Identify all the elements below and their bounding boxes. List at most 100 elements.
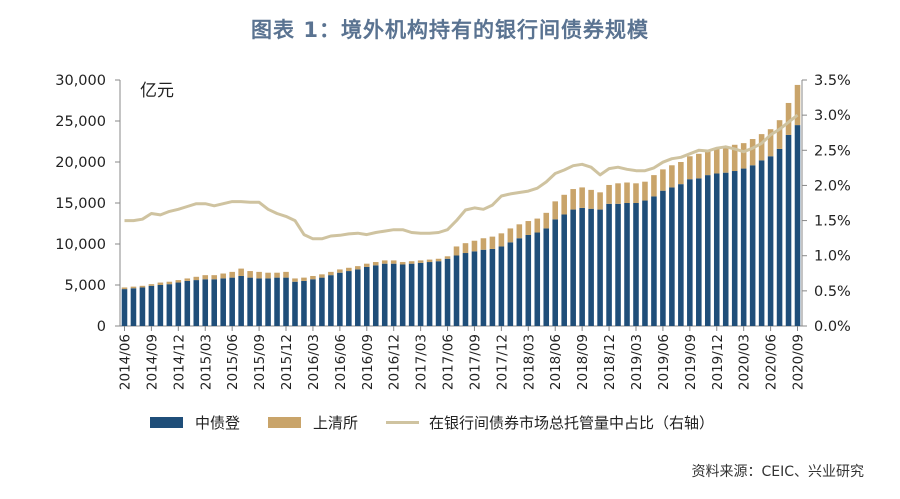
bar-shch bbox=[489, 236, 496, 249]
bar-ccdc bbox=[579, 207, 585, 326]
bar-shch bbox=[148, 284, 155, 286]
bar-shch bbox=[130, 286, 137, 289]
bar-shch bbox=[678, 162, 684, 185]
legend-label-ratio: 在银行间债券市场总托管量中占比（右轴） bbox=[429, 414, 715, 432]
x-tick-label: 2014/06 bbox=[117, 334, 133, 390]
bar-ccdc bbox=[498, 246, 505, 326]
bar-shch bbox=[283, 271, 289, 278]
x-tick-label: 2020/06 bbox=[764, 334, 780, 390]
bar-ccdc bbox=[211, 279, 218, 326]
bar-shch bbox=[417, 260, 424, 263]
y-left-tick-label: 25,000 bbox=[55, 114, 106, 130]
bar-ccdc bbox=[130, 288, 137, 326]
chart-title: 图表 1：境外机构持有的银行间债券规模 bbox=[251, 18, 649, 42]
bar-shch bbox=[462, 243, 469, 254]
bar-ccdc bbox=[175, 282, 182, 326]
bar-ccdc bbox=[534, 232, 541, 326]
bar-ccdc bbox=[516, 238, 523, 326]
chart-ratio-line bbox=[124, 113, 799, 241]
x-tick-label: 2015/12 bbox=[279, 334, 295, 390]
bar-shch bbox=[274, 272, 280, 278]
y-left-tick-label: 20,000 bbox=[55, 155, 106, 171]
bar-ccdc bbox=[480, 249, 487, 326]
bar-ccdc bbox=[713, 173, 720, 326]
bar-ccdc bbox=[794, 125, 801, 326]
y-right-tick-label: 1.5% bbox=[814, 214, 851, 230]
bar-shch bbox=[660, 169, 666, 191]
bar-shch bbox=[534, 218, 541, 233]
bar-ccdc bbox=[731, 171, 738, 326]
bar-shch bbox=[507, 228, 514, 243]
bar-ccdc bbox=[642, 200, 648, 326]
y-right-tick-label: 2.0% bbox=[814, 178, 851, 194]
bar-shch bbox=[435, 258, 442, 262]
bar-ccdc bbox=[471, 251, 478, 326]
bar-ccdc bbox=[669, 187, 675, 326]
bar-shch bbox=[704, 151, 711, 176]
bar-shch bbox=[363, 263, 370, 267]
bar-ccdc bbox=[435, 261, 442, 326]
bar-shch bbox=[337, 269, 343, 273]
bar-ccdc bbox=[749, 165, 756, 326]
y-left-tick-label: 15,000 bbox=[55, 196, 106, 212]
x-tick-label: 2019/12 bbox=[710, 334, 726, 390]
bar-ccdc bbox=[363, 266, 370, 326]
bar-shch bbox=[319, 274, 325, 278]
bar-ccdc bbox=[588, 208, 594, 326]
bar-ccdc bbox=[606, 203, 612, 326]
bar-shch bbox=[399, 262, 406, 265]
bar-ccdc bbox=[283, 277, 289, 326]
bar-ccdc bbox=[767, 156, 774, 326]
bar-shch bbox=[328, 271, 334, 276]
bar-shch bbox=[615, 183, 621, 204]
bar-ccdc bbox=[615, 203, 621, 326]
bar-ccdc bbox=[346, 271, 352, 326]
bar-shch bbox=[669, 165, 675, 188]
bar-shch bbox=[480, 238, 487, 250]
y-right-tick-label: 0.5% bbox=[814, 284, 851, 300]
bar-shch bbox=[552, 201, 559, 220]
x-tick-label: 2017/12 bbox=[494, 334, 510, 390]
bar-shch bbox=[597, 192, 603, 210]
bar-shch bbox=[265, 272, 271, 279]
bar-ccdc bbox=[704, 175, 711, 326]
bar-shch bbox=[498, 233, 505, 247]
bar-shch bbox=[372, 262, 379, 266]
bar-ccdc bbox=[184, 280, 191, 326]
bar-ccdc bbox=[166, 284, 173, 326]
bar-ccdc bbox=[274, 277, 280, 326]
legend-swatch-shch bbox=[268, 417, 302, 428]
ratio-line bbox=[124, 113, 799, 241]
bar-shch bbox=[292, 278, 298, 282]
bar-shch bbox=[166, 281, 173, 285]
bar-shch bbox=[408, 261, 415, 264]
bar-shch bbox=[193, 276, 200, 281]
bar-ccdc bbox=[148, 285, 155, 326]
y-left-tick-label: 10,000 bbox=[55, 237, 106, 253]
bar-ccdc bbox=[220, 278, 226, 326]
x-tick-label: 2018/03 bbox=[521, 334, 537, 390]
x-tick-label: 2018/12 bbox=[602, 334, 618, 390]
bar-shch bbox=[444, 256, 451, 259]
bar-ccdc bbox=[372, 265, 379, 326]
legend-label-ccdc: 中债登 bbox=[195, 414, 241, 432]
bar-shch bbox=[642, 181, 648, 201]
bar-shch bbox=[687, 156, 693, 180]
bar-ccdc bbox=[561, 214, 567, 326]
bar-ccdc bbox=[525, 234, 532, 326]
x-tick-label: 2015/03 bbox=[198, 334, 214, 390]
bar-ccdc bbox=[417, 262, 424, 326]
bar-shch bbox=[453, 246, 460, 256]
bar-shch bbox=[543, 212, 550, 229]
bar-shch bbox=[310, 275, 316, 280]
bar-ccdc bbox=[785, 134, 792, 326]
x-tick-label: 2020/09 bbox=[791, 334, 807, 390]
bar-ccdc bbox=[453, 255, 460, 326]
bar-shch bbox=[175, 280, 182, 283]
bar-shch bbox=[139, 285, 146, 288]
bar-ccdc bbox=[489, 248, 496, 326]
bar-shch bbox=[794, 84, 801, 126]
bar-shch bbox=[624, 182, 630, 203]
bar-ccdc bbox=[633, 203, 639, 326]
